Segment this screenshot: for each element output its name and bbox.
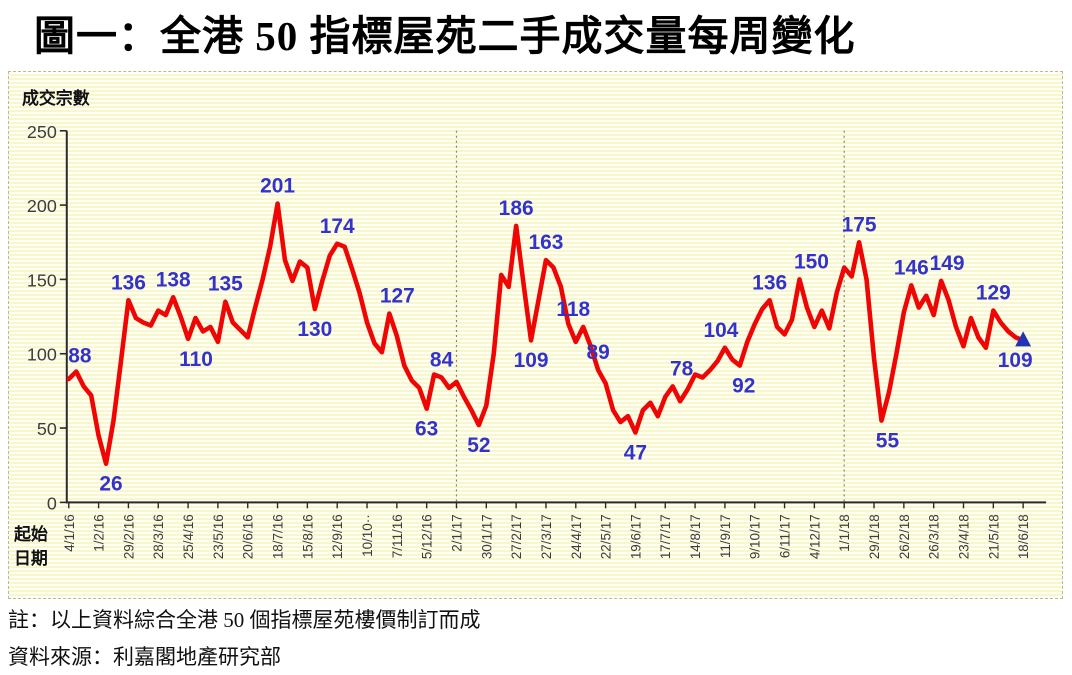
svg-text:174: 174 bbox=[320, 215, 355, 238]
svg-text:118: 118 bbox=[556, 298, 590, 321]
svg-text:2/1/17: 2/1/17 bbox=[449, 514, 464, 551]
svg-text:1/1/18: 1/1/18 bbox=[837, 514, 852, 551]
svg-text:6/11/17: 6/11/17 bbox=[778, 514, 793, 558]
svg-text:22/5/17: 22/5/17 bbox=[599, 514, 614, 559]
svg-text:20/6/16: 20/6/16 bbox=[241, 514, 256, 559]
svg-text:26/3/18: 26/3/18 bbox=[927, 514, 942, 559]
svg-text:26/2/18: 26/2/18 bbox=[897, 514, 912, 559]
svg-text:7/11/16: 7/11/16 bbox=[390, 514, 405, 558]
last-point-marker bbox=[1015, 331, 1032, 347]
svg-text:136: 136 bbox=[111, 271, 146, 294]
svg-text:104: 104 bbox=[703, 319, 738, 342]
svg-text:25/4/16: 25/4/16 bbox=[181, 514, 196, 559]
x-axis-title: 起始 bbox=[13, 524, 48, 544]
svg-text:109: 109 bbox=[514, 349, 549, 372]
svg-text:21/5/18: 21/5/18 bbox=[986, 514, 1001, 559]
y-axis-ticks: 0 50 100 150 200 250 bbox=[27, 122, 67, 513]
svg-text:109: 109 bbox=[998, 349, 1033, 372]
svg-text:11/9/17: 11/9/17 bbox=[718, 514, 733, 558]
svg-text:175: 175 bbox=[842, 213, 877, 236]
svg-text:129: 129 bbox=[976, 282, 1011, 305]
svg-text:50: 50 bbox=[37, 419, 57, 439]
svg-text:23/4/18: 23/4/18 bbox=[956, 514, 971, 559]
svg-text:30/1/17: 30/1/17 bbox=[479, 514, 494, 559]
svg-text:29/1/18: 29/1/18 bbox=[867, 514, 882, 559]
svg-text:18/6/18: 18/6/18 bbox=[1016, 514, 1031, 559]
svg-text:201: 201 bbox=[260, 175, 295, 198]
svg-text:136: 136 bbox=[752, 271, 787, 294]
svg-text:19/6/17: 19/6/17 bbox=[628, 514, 643, 559]
svg-text:29/2/16: 29/2/16 bbox=[121, 514, 136, 559]
x-axis-title: 日期 bbox=[14, 549, 48, 568]
footnote: 註：以上資料綜合全港 50 個指標屋苑樓價制訂而成 bbox=[8, 608, 481, 632]
point-labels: 88 26 136 138 110 135 201 130 174 127 63 84 52 186 109… bbox=[68, 175, 1032, 496]
svg-text:24/4/17: 24/4/17 bbox=[569, 514, 584, 559]
svg-text:55: 55 bbox=[876, 430, 900, 453]
svg-text:15/8/16: 15/8/16 bbox=[300, 514, 315, 559]
svg-text:89: 89 bbox=[587, 341, 610, 364]
svg-text:18/7/16: 18/7/16 bbox=[271, 514, 286, 559]
svg-text:26: 26 bbox=[99, 473, 122, 496]
svg-text:63: 63 bbox=[415, 418, 438, 441]
svg-text:4/1/16: 4/1/16 bbox=[62, 514, 77, 551]
chart-frame: 0 50 100 150 200 250 4/1/16 1/2/16 29/2/16 28/3/1… bbox=[8, 71, 1063, 599]
svg-text:100: 100 bbox=[27, 345, 57, 365]
svg-text:130: 130 bbox=[297, 318, 332, 341]
svg-text:4/12/17: 4/12/17 bbox=[807, 514, 822, 559]
svg-text:14/8/17: 14/8/17 bbox=[688, 514, 703, 559]
x-axis-ticks: 4/1/16 1/2/16 29/2/16 28/3/16 25/4/16 23/5/16… bbox=[62, 502, 1031, 559]
svg-text:135: 135 bbox=[208, 273, 243, 296]
svg-text:27/2/17: 27/2/17 bbox=[509, 514, 524, 559]
svg-text:163: 163 bbox=[529, 231, 564, 254]
svg-text:127: 127 bbox=[380, 285, 415, 308]
svg-text:149: 149 bbox=[930, 252, 965, 275]
svg-text:23/5/16: 23/5/16 bbox=[211, 514, 226, 559]
svg-text:0: 0 bbox=[47, 493, 57, 513]
svg-text:250: 250 bbox=[27, 122, 57, 142]
series-line bbox=[66, 201, 1026, 467]
svg-text:52: 52 bbox=[467, 434, 490, 457]
svg-text:5/12/16: 5/12/16 bbox=[420, 514, 435, 559]
svg-text:92: 92 bbox=[732, 375, 755, 398]
svg-text:150: 150 bbox=[794, 250, 829, 273]
svg-text:146: 146 bbox=[894, 256, 929, 279]
page-title: 圖一：全港 50 指標屋苑二手成交量每周變化 bbox=[34, 13, 856, 59]
svg-text:28/3/16: 28/3/16 bbox=[151, 514, 166, 559]
year-divider-lines bbox=[455, 130, 845, 503]
y-axis-title: 成交宗數 bbox=[22, 88, 90, 108]
svg-text:47: 47 bbox=[624, 441, 647, 464]
svg-text:27/3/17: 27/3/17 bbox=[539, 514, 554, 559]
source-note: 資料來源：利嘉閣地產研究部 bbox=[8, 645, 281, 669]
svg-text:12/9/16: 12/9/16 bbox=[330, 514, 345, 559]
svg-text:138: 138 bbox=[156, 268, 191, 291]
svg-text:150: 150 bbox=[27, 270, 57, 290]
weekly-volume-line-chart: 0 50 100 150 200 250 4/1/16 1/2/16 29/2/16 28/3/1… bbox=[13, 88, 1047, 568]
svg-text:110: 110 bbox=[179, 348, 213, 371]
svg-text:88: 88 bbox=[68, 345, 91, 368]
svg-text:200: 200 bbox=[27, 196, 57, 216]
svg-text:186: 186 bbox=[499, 197, 534, 220]
svg-text:17/7/17: 17/7/17 bbox=[658, 514, 673, 559]
svg-text:10/10··: 10/10·· bbox=[360, 514, 375, 557]
svg-text:9/10/17: 9/10/17 bbox=[748, 514, 763, 559]
svg-text:78: 78 bbox=[670, 357, 693, 380]
svg-text:84: 84 bbox=[430, 349, 454, 372]
svg-text:1/2/16: 1/2/16 bbox=[92, 514, 107, 551]
